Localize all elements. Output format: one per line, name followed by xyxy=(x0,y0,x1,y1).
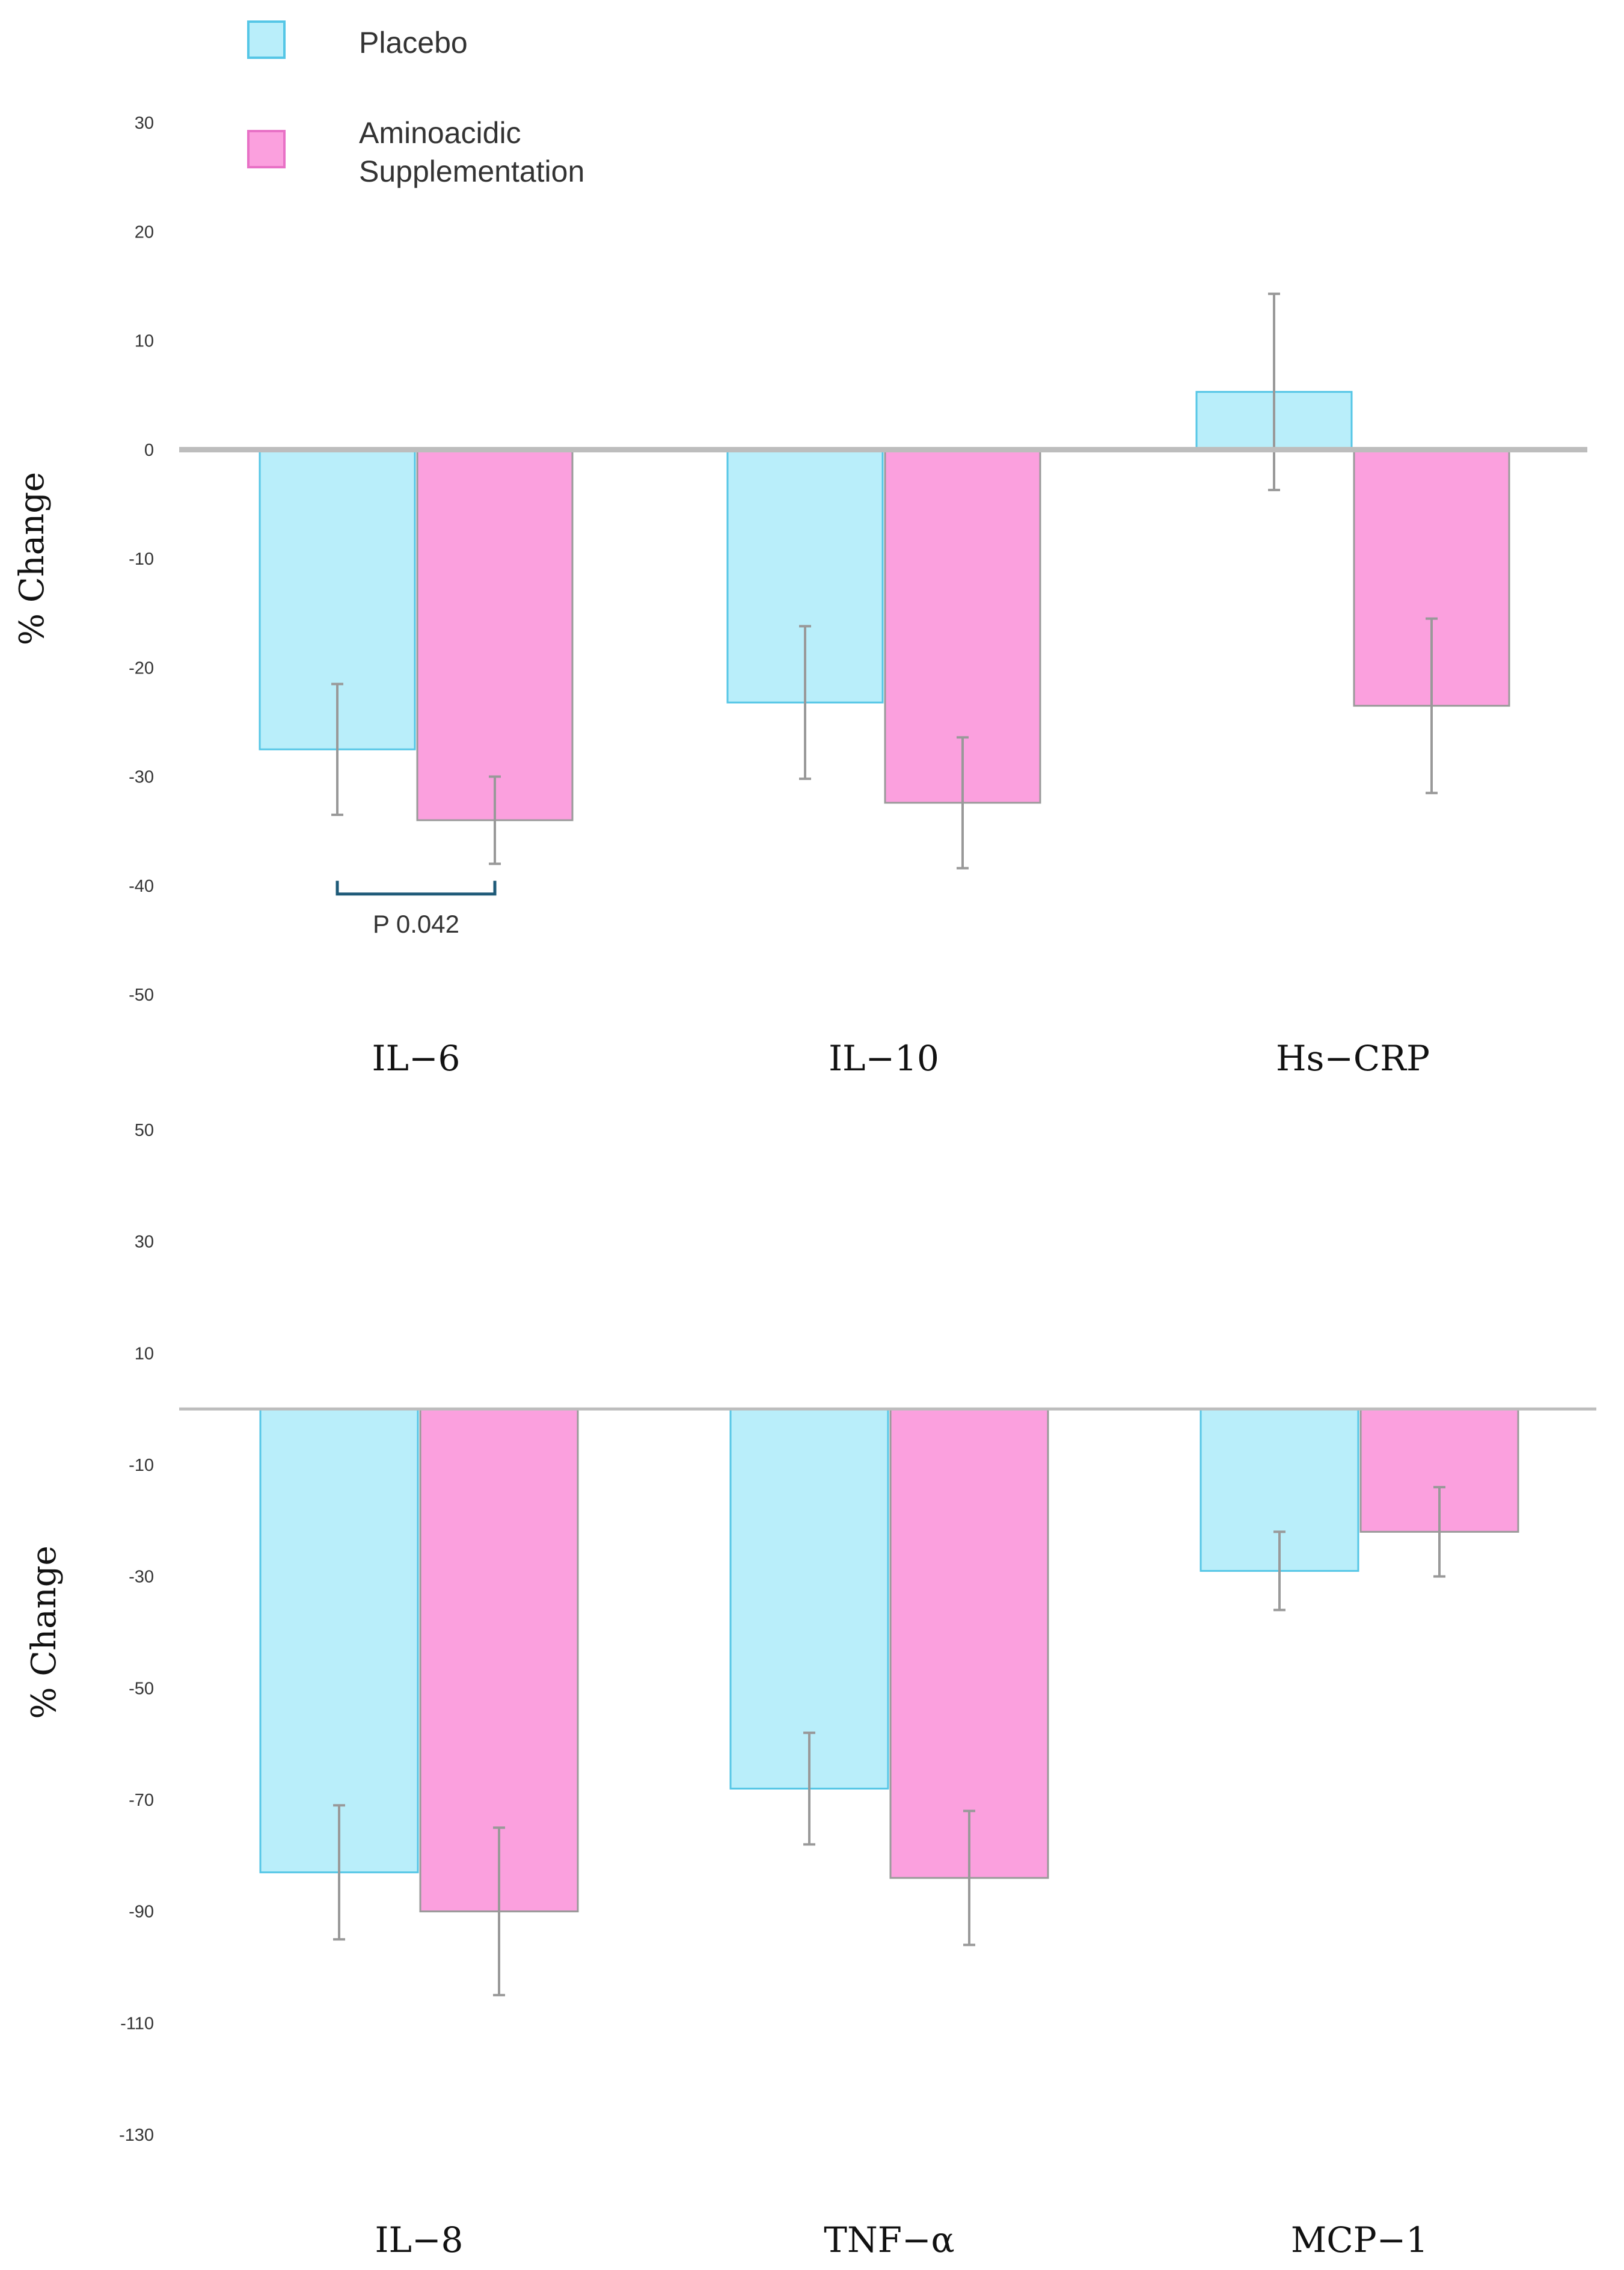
y-tick-label: -130 xyxy=(119,2126,154,2145)
y-tick-label: 10 xyxy=(135,1344,154,1363)
y-tick-label: -40 xyxy=(129,877,154,896)
legend: Placebo Aminoacidic Supplementation xyxy=(247,20,584,188)
category-label: IL−6 xyxy=(372,1038,461,1079)
significance-bracket xyxy=(336,880,497,896)
chart-panel-bottom: % Change 50 30 10 -10 -30 -50 -70 -90 -110 -130 IL−… xyxy=(25,1121,1596,2260)
y-tick-label: -110 xyxy=(120,2014,154,2033)
y-tick-label: 0 xyxy=(144,441,154,460)
legend-label-supplementation-line2: Supplementation xyxy=(359,155,584,188)
y-tick-label: -90 xyxy=(129,1903,154,1922)
y-tick-label: -50 xyxy=(129,986,154,1005)
y-tick-label: 10 xyxy=(135,332,154,351)
legend-swatch-supplementation xyxy=(247,130,286,168)
y-tick-label: -10 xyxy=(129,1456,154,1475)
y-tick-label: -70 xyxy=(129,1791,154,1810)
y-tick-label: -10 xyxy=(129,550,154,569)
y-tick-label: 30 xyxy=(135,114,154,133)
bar-placebo xyxy=(259,1408,419,1874)
y-tick-label: -30 xyxy=(129,1568,154,1587)
y-tick-label: -30 xyxy=(129,768,154,787)
y-tick-label: -50 xyxy=(129,1679,154,1698)
category-label: IL−8 xyxy=(375,2219,464,2260)
bar-placebo xyxy=(729,1408,889,1790)
legend-swatch-placebo xyxy=(247,20,286,59)
p-value-annotation: P 0.042 xyxy=(373,910,459,938)
bar-supplementation xyxy=(889,1408,1049,1879)
category-label: Hs−CRP xyxy=(1276,1038,1430,1079)
category-label: MCP−1 xyxy=(1291,2219,1428,2260)
chart-panel-top: % Change 30 20 10 0 -10 -20 -30 -40 -50 IL−6 IL−10 H… xyxy=(13,114,1587,1079)
category-label: TNF−α xyxy=(824,2219,954,2260)
legend-label-supplementation-line1: Aminoacidic xyxy=(359,116,521,150)
y-tick-label: 20 xyxy=(135,222,154,242)
category-label: IL−10 xyxy=(829,1038,939,1079)
y-axis-label: % Change xyxy=(13,472,52,645)
legend-label-placebo: Placebo xyxy=(359,26,468,60)
y-axis-label: % Change xyxy=(25,1545,64,1719)
y-tick-label: 30 xyxy=(135,1233,154,1252)
bar-supplementation xyxy=(416,449,574,821)
y-tick-label: -20 xyxy=(129,658,154,678)
y-tick-label: 50 xyxy=(135,1121,154,1140)
